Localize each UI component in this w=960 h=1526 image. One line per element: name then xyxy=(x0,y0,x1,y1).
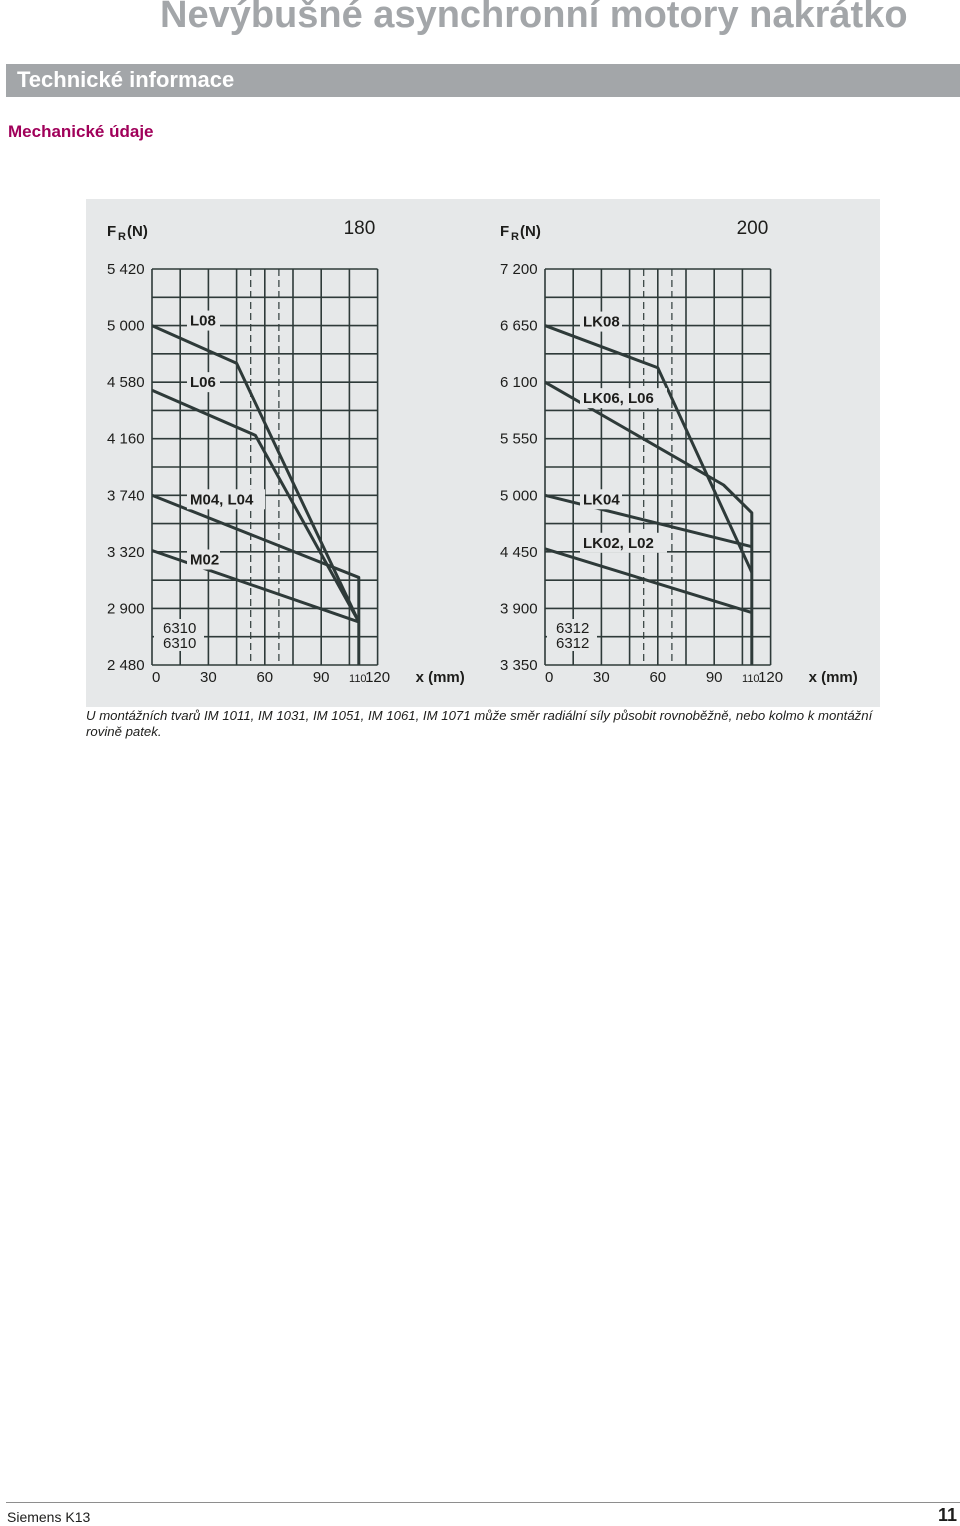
bearing-label: 6310 xyxy=(163,635,196,652)
y-tick-label: 3 740 xyxy=(107,487,145,504)
footer-catalog-name: Siemens K13 xyxy=(7,1509,91,1525)
series-line xyxy=(151,493,361,665)
y-tick-label: 7 200 xyxy=(500,261,538,278)
frame-size-label: 180 xyxy=(344,218,376,239)
series-label-bg xyxy=(580,388,667,409)
document-title: Nevýbušné asynchronní motory nakrátko xyxy=(160,0,908,36)
series-label: M04, L04 xyxy=(190,491,254,508)
x-tick-label: 0 xyxy=(545,669,553,686)
x-tick-label: 30 xyxy=(593,669,610,686)
mounting-note: U montážních tvarů IM 1011, IM 1031, IM … xyxy=(86,708,873,739)
series-label: LK02, L02 xyxy=(583,535,654,552)
series-label-bg xyxy=(187,489,265,510)
y-axis-label-subscript: R xyxy=(511,231,519,243)
series-label-bg xyxy=(580,489,622,510)
series-label-bg xyxy=(580,311,622,332)
series-label-bg xyxy=(187,310,220,331)
series-label-bg xyxy=(187,549,220,570)
page-number: 11 xyxy=(937,1505,957,1525)
series-line xyxy=(151,388,361,623)
y-axis-unit: (N) xyxy=(127,223,148,240)
footer-divider xyxy=(6,1502,960,1503)
series-label: L06 xyxy=(190,374,216,391)
y-tick-label: 6 100 xyxy=(500,374,538,391)
radial-force-chart-panel: 2 480 2 900 3 320 3 740 4 160 4 580 5 000 5 420… xyxy=(86,199,880,707)
y-tick-label: 4 450 xyxy=(500,544,538,561)
series-label: LK04 xyxy=(583,491,620,508)
x-tick-label: 0 xyxy=(152,669,160,686)
y-tick-label: 6 650 xyxy=(500,318,538,335)
section-bar: Technické informace xyxy=(6,64,960,97)
y-tick-label: 2 900 xyxy=(107,600,145,617)
y-tick-label: 3 320 xyxy=(107,544,145,561)
series-line xyxy=(151,324,361,623)
y-tick-label: 4 160 xyxy=(107,431,145,448)
bearing-label-bg xyxy=(547,619,597,651)
y-tick-label: 3 900 xyxy=(500,600,538,617)
x-tick-label: 90 xyxy=(706,669,723,686)
bearing-label: 6312 xyxy=(556,620,589,637)
y-axis-label-subscript: R xyxy=(118,231,126,243)
x-axis-label: x (mm) xyxy=(416,669,465,686)
series-label: LK08 xyxy=(583,314,620,331)
bearing-label-bg xyxy=(154,619,204,651)
x-tick-label-110: 110 xyxy=(349,673,367,685)
x-tick-label-110: 110 xyxy=(742,673,760,685)
series-line xyxy=(544,493,753,549)
x-tick-label: 30 xyxy=(200,669,217,686)
y-tick-label: 5 000 xyxy=(107,318,145,335)
x-axis-label: x (mm) xyxy=(809,669,858,686)
series-line xyxy=(544,547,753,614)
series-line xyxy=(151,549,360,624)
x-tick-label: 120 xyxy=(365,669,390,686)
bearing-label: 6312 xyxy=(556,635,589,652)
x-tick-label: 120 xyxy=(758,669,783,686)
series-label: L08 xyxy=(190,313,216,330)
series-label: M02 xyxy=(190,552,219,569)
x-tick-label: 60 xyxy=(649,669,666,686)
x-tick-label: 90 xyxy=(313,669,330,686)
radial-force-charts: 2 480 2 900 3 320 3 740 4 160 4 580 5 000 5 420… xyxy=(107,218,858,686)
y-tick-label: 5 000 xyxy=(500,487,538,504)
y-tick-label: 5 420 xyxy=(107,261,145,278)
y-axis-label: F xyxy=(500,223,509,240)
series-label-bg xyxy=(187,372,220,393)
y-tick-label: 3 350 xyxy=(500,657,538,674)
y-tick-label: 2 480 xyxy=(107,657,145,674)
series-label-bg xyxy=(580,532,667,553)
series-label: LK06, L06 xyxy=(583,390,654,407)
y-axis-label: F xyxy=(107,223,116,240)
y-tick-label: 5 550 xyxy=(500,431,538,448)
series-line xyxy=(544,324,754,574)
bearing-label: 6310 xyxy=(163,620,196,637)
section-title: Technické informace xyxy=(17,67,235,92)
x-tick-label: 60 xyxy=(256,669,273,686)
y-axis-unit: (N) xyxy=(520,223,541,240)
frame-size-label: 200 xyxy=(737,218,769,239)
series-line xyxy=(544,380,754,665)
y-tick-label: 4 580 xyxy=(107,374,145,391)
subsection-title: Mechanické údaje xyxy=(8,122,154,141)
